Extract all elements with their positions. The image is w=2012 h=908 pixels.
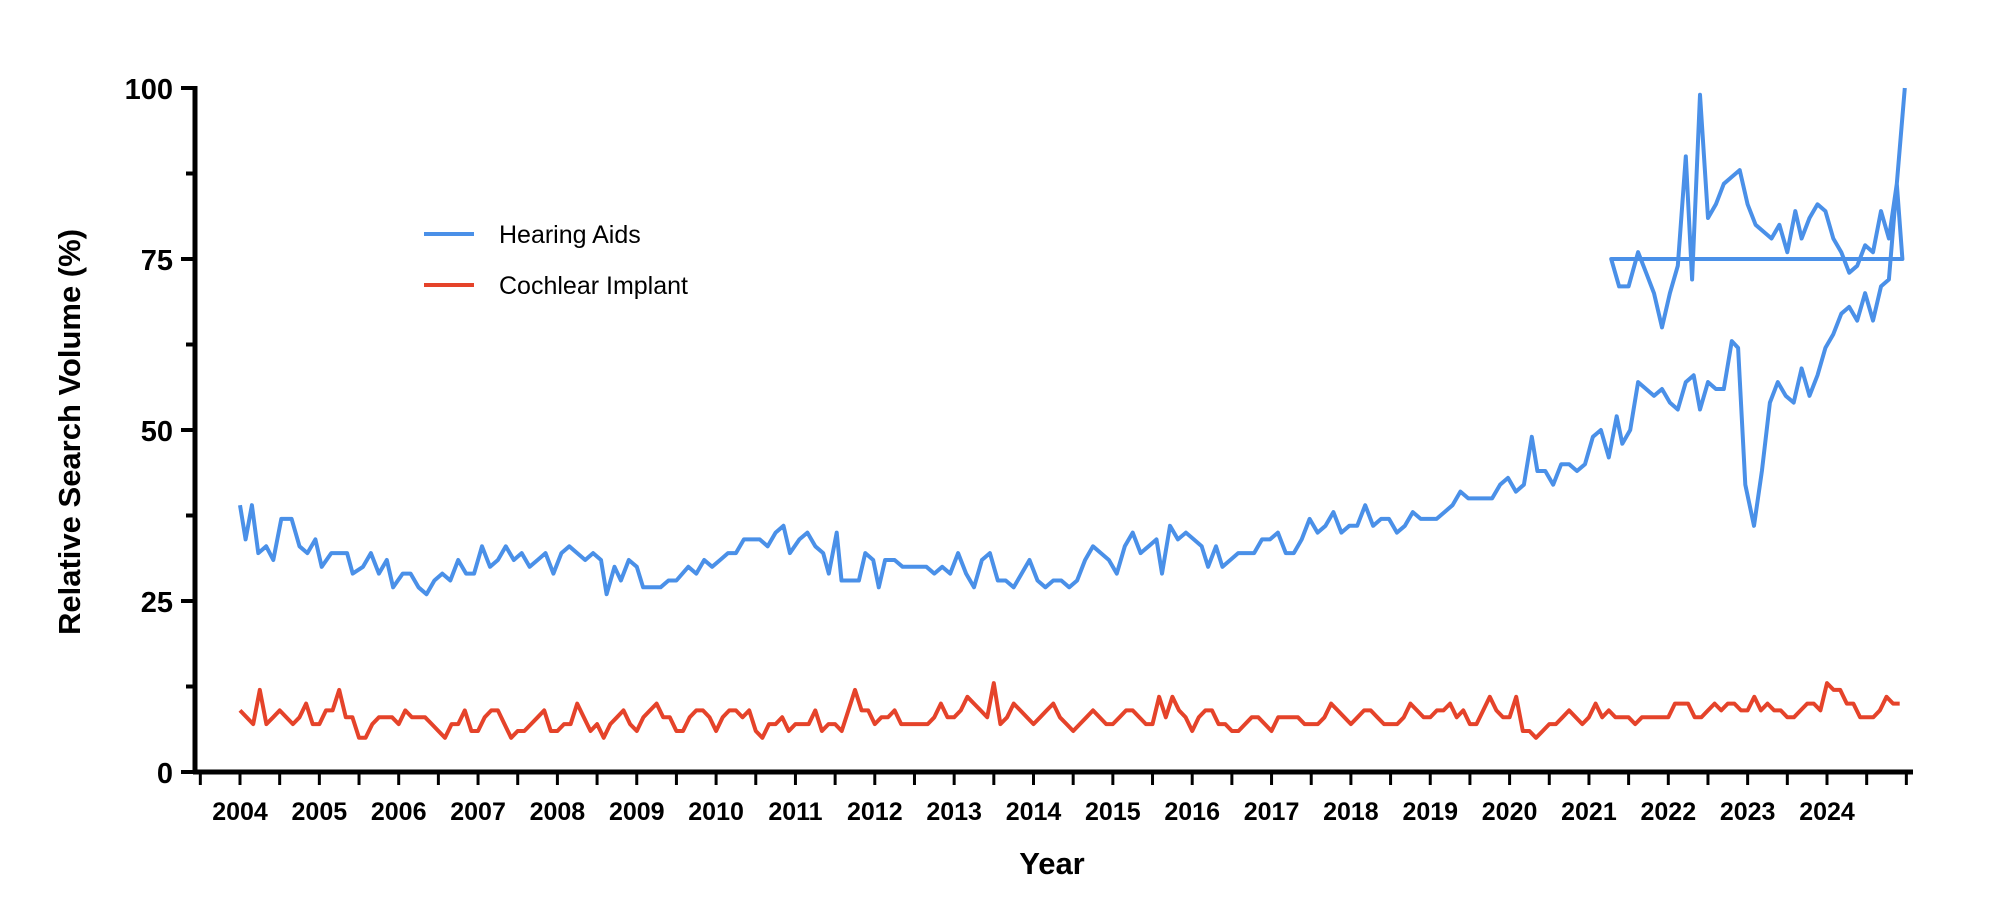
legend: Hearing Aids Cochlear Implant (424, 221, 688, 300)
x-tick-label: 2016 (1164, 798, 1220, 826)
x-tick-label: 2017 (1244, 798, 1300, 826)
x-tick-label: 2020 (1482, 798, 1538, 826)
y-tick-label: 50 (141, 416, 173, 448)
x-tick-label: 2013 (926, 798, 982, 826)
x-tick-label: 2022 (1640, 798, 1696, 826)
x-tick-label: 2023 (1720, 798, 1776, 826)
legend-label-hearing-aids: Hearing Aids (499, 221, 641, 249)
series-lines (238, 87, 1907, 740)
y-tick-label: 100 (125, 74, 173, 106)
x-tick-label: 2021 (1561, 798, 1617, 826)
x-tick-label: 2019 (1402, 798, 1458, 826)
y-tick-label: 0 (157, 758, 173, 790)
y-axis: 0 25 50 75 100 (125, 74, 198, 790)
x-tick-label: 2012 (847, 798, 903, 826)
series-line-hearing-aids (238, 87, 1907, 597)
x-tick-label: 2015 (1085, 798, 1141, 826)
x-tick-label: 2009 (609, 798, 665, 826)
x-tick-label: 2024 (1799, 798, 1855, 826)
x-tick-label: 2018 (1323, 798, 1379, 826)
x-tick-label: 2014 (1006, 798, 1062, 826)
x-tick-label: 2006 (371, 798, 427, 826)
series-line-cochlear-implant (238, 681, 1900, 740)
x-tick-label: 2010 (688, 798, 744, 826)
y-axis-title: Relative Search Volume (%) (52, 229, 87, 635)
x-axis: 2004 2005 2006 2007 2008 2009 2010 2011 2012 2013… (193, 769, 1913, 826)
x-axis-title: Year (1019, 846, 1085, 881)
y-tick-label: 25 (141, 587, 173, 619)
y-tick-label: 75 (141, 245, 173, 277)
x-tick-label: 2007 (450, 798, 506, 826)
x-tick-label: 2011 (768, 798, 822, 826)
legend-label-cochlear-implant: Cochlear Implant (499, 272, 688, 300)
x-tick-label: 2008 (530, 798, 586, 826)
x-tick-label: 2004 (212, 798, 268, 826)
x-tick-label: 2005 (292, 798, 348, 826)
